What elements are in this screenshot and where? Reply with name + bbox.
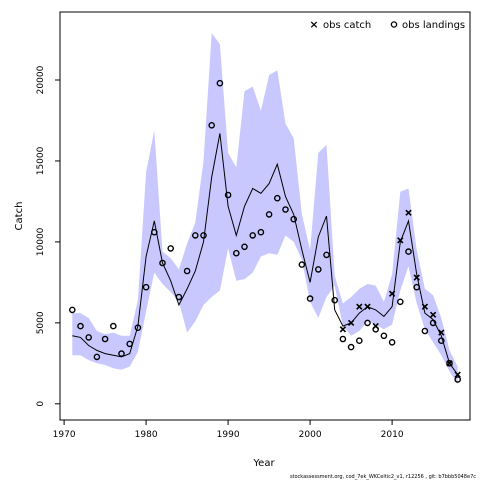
obs-landings-point [273, 194, 281, 202]
obs-landings-point [454, 376, 462, 383]
y-axis: 0 5000 10000 15000 20000 [36, 65, 60, 407]
obs-landings-point [126, 340, 133, 348]
y-axis-label: Catch [14, 202, 25, 231]
obs-landings-point [405, 248, 412, 255]
obs-landings-point [323, 251, 330, 259]
legend-landings-label: obs landings [402, 20, 465, 31]
obs-landings-point [380, 332, 388, 340]
y-tick-label: 10000 [36, 227, 46, 256]
obs-catch-point [364, 303, 371, 310]
x-tick-label: 1990 [217, 430, 240, 440]
y-tick-label: 5000 [36, 311, 46, 334]
x-axis: 1970 1980 1990 2000 2010 [53, 420, 404, 440]
obs-catch-point [356, 303, 363, 310]
obs-catch-point [454, 371, 461, 378]
obs-landings-point [265, 211, 273, 218]
obs-catch-point [438, 329, 445, 336]
x-tick-label: 1980 [135, 430, 158, 440]
x-tick-label: 2000 [299, 430, 322, 440]
obs-landings-point [314, 266, 322, 273]
footer-text: stockassessment.org, cod_7ek_WKCeltic2_v… [290, 474, 476, 480]
obs-landings-point [134, 324, 142, 332]
obs-landings-point [118, 350, 125, 357]
obs-catch-point [413, 274, 420, 281]
obs-landings-point [150, 228, 158, 236]
obs-landings-point [101, 335, 109, 343]
obs-landings-point [232, 249, 240, 257]
y-tick-label: 0 [36, 401, 46, 407]
obs-landings-point [364, 319, 371, 327]
obs-landings-point [159, 259, 166, 267]
obs-landings-point [396, 298, 404, 306]
obs-landings-point [347, 343, 355, 351]
obs-catch-point [405, 209, 412, 216]
obs-landings-point [331, 296, 339, 304]
y-tick-label: 20000 [36, 65, 46, 94]
obs-landings-point [77, 322, 84, 330]
plot-frame [59, 11, 471, 421]
obs-landings-point [69, 306, 76, 314]
obs-landings-point [249, 232, 256, 239]
obs-landings-point [167, 245, 174, 252]
obs-landings-point [208, 122, 215, 129]
obs-landings-point [421, 327, 429, 335]
obs-landings-point [437, 337, 445, 345]
x-axis-label: Year [252, 458, 275, 469]
legend-landings-marker [390, 21, 398, 28]
x-tick-label: 2010 [381, 430, 404, 440]
obs-catch-point [446, 360, 453, 367]
obs-catch-point [429, 311, 437, 318]
obs-landings-point [257, 228, 265, 236]
x-tick-label: 1970 [53, 430, 76, 440]
obs-catch-point [372, 322, 379, 330]
obs-catch-point [339, 326, 347, 333]
obs-landings-point [175, 293, 183, 301]
obs-catch-point [421, 303, 429, 310]
obs-landings-point [93, 353, 101, 361]
obs-landings-point [388, 338, 396, 346]
obs-landings-point [224, 191, 232, 199]
obs-landings-point [282, 206, 289, 213]
obs-landings-point [413, 283, 421, 291]
obs-landings-point [200, 232, 207, 239]
obs-landings-point [241, 243, 248, 251]
obs-landings-point [290, 215, 298, 223]
obs-landings-point [429, 319, 437, 327]
legend-catch-marker: × [309, 18, 318, 31]
legend: × obs catch obs landings [309, 18, 465, 31]
obs-landings-point [446, 359, 453, 367]
obs-catch-point [388, 290, 396, 297]
confidence-band [72, 33, 458, 385]
obs-landings-point [110, 322, 117, 330]
y-tick-label: 15000 [36, 146, 46, 175]
obs-landings-point [306, 295, 314, 302]
obs-landings-point [191, 232, 199, 239]
obs-landings-point [142, 283, 150, 291]
observations-layer [69, 79, 462, 383]
legend-catch-label: obs catch [323, 20, 371, 31]
obs-landings-point [85, 334, 92, 341]
obs-landings-point [339, 335, 347, 343]
obs-catch-point [347, 319, 355, 327]
obs-landings-point [355, 337, 363, 345]
obs-landings-point [298, 261, 306, 268]
obs-catch-point [397, 237, 404, 244]
obs-landings-point [183, 267, 191, 275]
confidence-band-layer [72, 33, 458, 385]
obs-landings-point [216, 79, 224, 87]
